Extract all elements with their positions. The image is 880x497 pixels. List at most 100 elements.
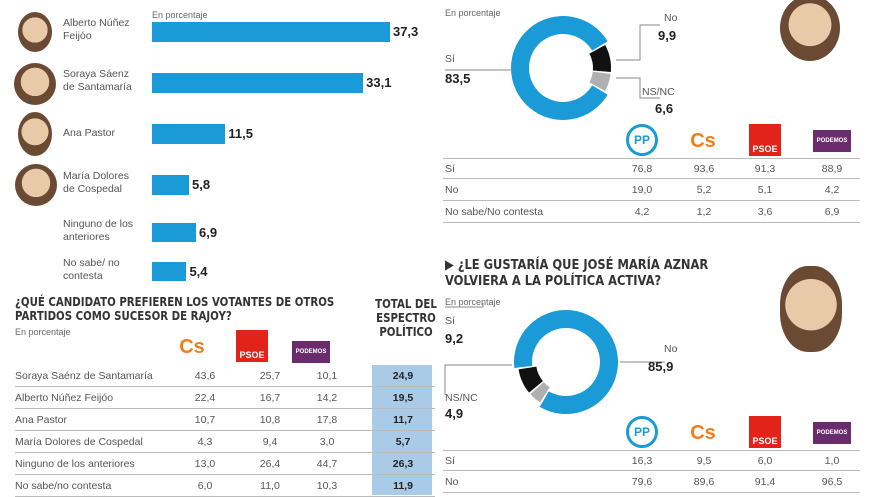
cell-value: 93,6: [693, 163, 715, 175]
table-row: Alberto Núñez Feijóo 22,4 16,7 14,2 19,5: [15, 388, 435, 409]
row-label: No sabe/No contesta: [445, 206, 544, 218]
cell-value: 16,3: [631, 455, 653, 467]
cell-value: 91,4: [754, 476, 776, 488]
pie2-value-si: 9,2: [445, 331, 464, 346]
leader-line: [616, 24, 660, 61]
pp-logo: PP: [626, 124, 658, 156]
cell-value: 3,0: [319, 436, 335, 448]
cell-value: 6,9: [824, 206, 840, 218]
table-row: No 19,0 5,2 5,1 4,2: [443, 180, 860, 201]
bar-value: 5,8: [192, 177, 211, 192]
cell-value: 10,3: [316, 480, 338, 492]
table-row: No 79,6 89,6 91,4 96,5: [443, 472, 860, 493]
table-row: Ninguno de los anteriores 13,0 26,4 44,7 26,…: [15, 454, 435, 475]
pie2-label-si: Sí: [445, 315, 455, 327]
podemos-logo: PODEMOS: [813, 422, 851, 444]
table-row: María Dolores de Cospedal 4,3 9,4 3,0 5,7: [15, 432, 435, 453]
cell-value: 1,2: [696, 206, 712, 218]
row-label: Ninguno de los anteriores: [15, 458, 135, 470]
total-value: 11,9: [393, 480, 413, 492]
cell-value: 10,8: [259, 414, 281, 426]
pie1-value-no: 9,9: [658, 28, 677, 43]
pie1-label-no: No: [664, 12, 678, 24]
cell-value: 9,5: [696, 455, 712, 467]
bar-subtitle: En porcentaje: [152, 10, 208, 20]
pie-slice-nsnc: [530, 382, 550, 403]
pie-rajoy: [445, 16, 660, 121]
bar-category: No sabe/ no contesta: [63, 257, 120, 282]
photo-rajoy: [780, 0, 840, 61]
photo-aznar: [780, 266, 842, 352]
pie-aznar: [444, 303, 665, 414]
cell-value: 88,9: [821, 163, 843, 175]
cell-value: 14,2: [316, 392, 338, 404]
cs-logo: Cs: [179, 335, 205, 358]
table-row: Sí 16,3 9,5 6,0 1,0: [443, 450, 860, 471]
row-label: Sí: [445, 163, 455, 175]
bar-category: Ana Pastor: [63, 127, 115, 139]
cell-value: 5,2: [696, 184, 712, 196]
cell-value: 4,2: [824, 184, 840, 196]
row-label: Alberto Núñez Feijóo: [15, 392, 114, 404]
photo-feijoo: [18, 12, 52, 52]
bar: [152, 223, 197, 242]
cell-value: 3,6: [757, 206, 773, 218]
pie1-value-si: 83,5: [445, 71, 471, 86]
total-header: TOTAL DEL ESPECTRO POLÍTICO: [375, 297, 437, 339]
cell-value: 10,7: [194, 414, 216, 426]
bar-category: Alberto Núñez Feijóo: [63, 17, 130, 42]
cell-value: 43,6: [194, 370, 216, 382]
cs-logo: Cs: [690, 129, 716, 152]
cell-value: 5,1: [757, 184, 773, 196]
pie-slice-no: [589, 45, 611, 73]
pie-slice-nsnc: [589, 71, 611, 91]
bar-value: 33,1: [366, 75, 392, 90]
row-label: María Dolores de Cospedal: [15, 436, 143, 448]
bar: [152, 124, 226, 144]
row-label: Soraya Saénz de Santamaría: [15, 370, 153, 382]
bar-value: 5,4: [189, 264, 208, 279]
psoe-logo: PSOE: [749, 416, 781, 448]
pie2-value-no: 85,9: [648, 359, 674, 374]
bar: [152, 73, 364, 93]
total-value: 24,9: [392, 370, 414, 382]
cell-value: 9,4: [262, 436, 278, 448]
pie-slice-si: [511, 16, 608, 121]
bar-value: 6,9: [199, 225, 218, 240]
bar: [152, 175, 189, 195]
psoe-logo: PSOE: [236, 330, 268, 362]
pp-logo: PP: [626, 416, 658, 448]
cell-value: 19,0: [631, 184, 653, 196]
bar-category: Ninguno de los anteriores: [63, 218, 134, 243]
cs-logo: Cs: [690, 421, 716, 444]
cell-value: 96,5: [821, 476, 843, 488]
leader-line: [616, 77, 660, 99]
photo-santamaria: [14, 63, 56, 105]
pie2-subtitle: En porcentaje: [445, 297, 501, 307]
total-value: 5,7: [395, 436, 411, 448]
pie1-value-nsnc: 6,6: [655, 101, 674, 116]
photo-pastor: [18, 112, 52, 156]
cell-value: 22,4: [194, 392, 216, 404]
row-label: No: [445, 476, 459, 488]
cell-value: 6,0: [757, 455, 773, 467]
bar-value: 11,5: [228, 126, 253, 141]
pie-slice-no: [514, 310, 618, 414]
photo-cospedal: [15, 164, 57, 206]
bar: [152, 22, 390, 42]
table-row: Soraya Saénz de Santamaría 43,6 25,7 10,1 24…: [15, 366, 435, 387]
cell-value: 17,8: [316, 414, 338, 426]
cell-value: 11,0: [260, 480, 280, 492]
aznar-title: ▶ ¿LE GUSTARÍA QUE JOSÉ MARÍA AZNAR VOLV…: [445, 257, 709, 289]
row-label: Sí: [445, 455, 455, 467]
table-row: No sabe/No contesta 4,2 1,2 3,6 6,9: [443, 202, 860, 223]
pie2-value-nsnc: 4,9: [445, 406, 464, 421]
bar-value: 37,3: [392, 24, 419, 39]
cell-value: 13,0: [194, 458, 216, 470]
bar-category: Soraya Sáenz de Santamaría: [63, 68, 132, 93]
cell-value: 26,4: [259, 458, 281, 470]
total-value: 11,7: [393, 414, 413, 426]
bar: [152, 262, 187, 281]
row-label: No sabe/no contesta: [15, 480, 112, 492]
total-value: 19,5: [392, 392, 414, 404]
